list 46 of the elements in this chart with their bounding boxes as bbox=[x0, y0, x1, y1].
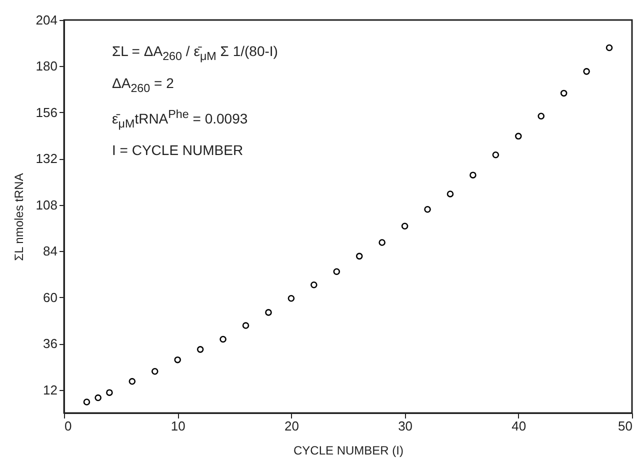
point bbox=[220, 336, 226, 343]
y-tick-label: 180 bbox=[36, 58, 58, 74]
x-tick-label: 0 bbox=[64, 418, 72, 434]
y-axis-title: ΣL nmoles tRNA bbox=[12, 173, 26, 261]
point bbox=[356, 252, 363, 260]
x-tick-label: 30 bbox=[398, 418, 413, 434]
point bbox=[515, 132, 522, 140]
x-tick-label: 20 bbox=[284, 418, 299, 434]
y-tick-label: 156 bbox=[36, 104, 58, 120]
point bbox=[196, 346, 204, 353]
point bbox=[94, 394, 102, 402]
annotation: ΔA$_{260}$ = 2 bbox=[112, 74, 175, 97]
point bbox=[470, 172, 476, 178]
point bbox=[538, 112, 545, 120]
point bbox=[560, 90, 568, 97]
point bbox=[128, 378, 136, 385]
y-tick-label: 12 bbox=[43, 382, 58, 398]
point bbox=[378, 239, 386, 246]
annotation: ε̄$_{μM}$tRNA$^{Phe}$ = 0.0093 bbox=[112, 106, 249, 132]
x-tick-label: 50 bbox=[618, 418, 632, 434]
point bbox=[333, 268, 340, 275]
annotation: I = CYCLE NUMBER bbox=[112, 141, 244, 160]
point bbox=[265, 309, 272, 316]
x-tick-label: 10 bbox=[170, 418, 186, 434]
point bbox=[83, 398, 90, 406]
point bbox=[288, 294, 295, 302]
point bbox=[606, 44, 613, 52]
y-tick-label: 84 bbox=[43, 244, 58, 259]
point bbox=[424, 206, 431, 213]
y-tick-label: 60 bbox=[43, 290, 58, 305]
point bbox=[446, 190, 454, 198]
point bbox=[174, 356, 181, 364]
point bbox=[310, 282, 318, 288]
point bbox=[106, 389, 113, 396]
y-tick-label: 36 bbox=[43, 336, 58, 352]
y-tick-label: 108 bbox=[36, 197, 58, 212]
point bbox=[151, 368, 158, 375]
point bbox=[242, 322, 250, 329]
y-tick-label: 132 bbox=[36, 151, 58, 166]
y-tick-label: 204 bbox=[36, 12, 58, 28]
x-tick-label: 40 bbox=[512, 418, 526, 434]
annotation: ΣL = ΔA$_{260}$ / ε̄$_{μM}$ Σ 1/(80-I) bbox=[112, 42, 278, 65]
point bbox=[401, 222, 408, 230]
point bbox=[583, 68, 590, 75]
x-axis-title: CYCLE NUMBER (I) bbox=[293, 444, 404, 458]
point bbox=[492, 151, 500, 158]
